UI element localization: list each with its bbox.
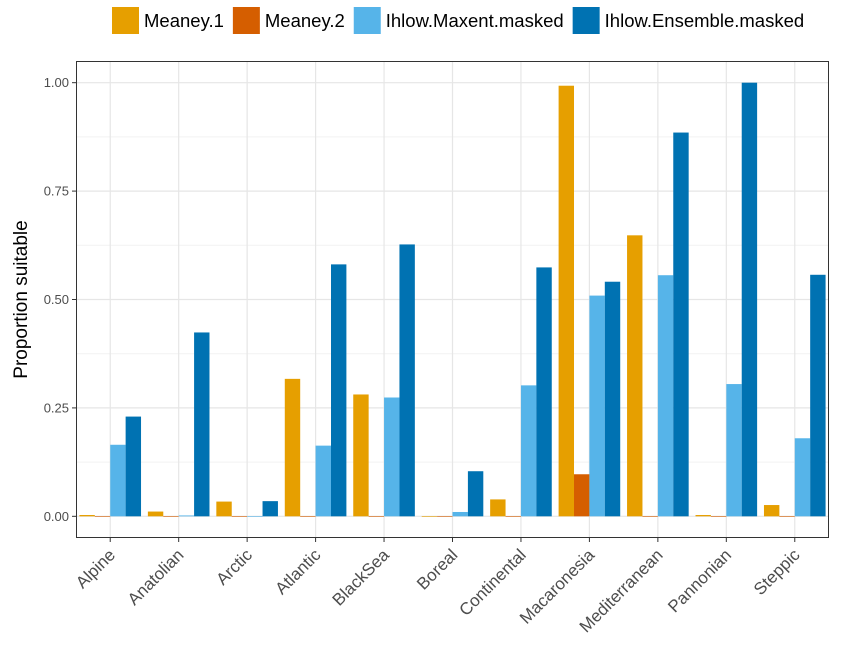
bar [604, 281, 621, 517]
bar [779, 516, 795, 517]
bar [452, 511, 468, 517]
legend: Meaney.1 Meaney.2 Ihlow.Maxent.masked Ihlow… [112, 7, 804, 34]
bar [558, 85, 575, 517]
y-tick-label: 0.50 [44, 292, 69, 307]
bar [657, 275, 674, 517]
plot-border [76, 61, 829, 538]
bar [300, 516, 316, 517]
bar [421, 516, 438, 517]
x-tick-label: BlackSea [329, 545, 394, 610]
x-tick-label: Continental [456, 545, 530, 619]
bar [710, 516, 727, 517]
bar [741, 82, 758, 517]
bar [763, 505, 780, 517]
bar [437, 516, 453, 517]
bar [642, 516, 658, 517]
bar [315, 445, 331, 517]
bar [94, 516, 111, 517]
bar [695, 515, 711, 517]
x-tick-label: Anatolian [124, 545, 188, 609]
bar [574, 474, 590, 517]
bar [163, 516, 179, 517]
y-tick-label: 1.00 [44, 75, 69, 90]
plot-area [76, 61, 829, 538]
bar [399, 244, 415, 517]
bar [216, 501, 232, 517]
bar [194, 332, 210, 517]
bar [353, 394, 369, 517]
bar [330, 264, 347, 517]
bar [231, 516, 248, 517]
x-tick-label: Steppic [750, 545, 804, 599]
legend-label: Ihlow.Maxent.masked [386, 10, 564, 31]
bar [810, 274, 826, 517]
bar [262, 501, 278, 517]
x-tick-label: Alpine [72, 545, 119, 592]
bar [794, 438, 811, 517]
x-tick-label: Pannonian [664, 545, 735, 616]
x-tick-label: Boreal [413, 545, 461, 593]
bar [147, 511, 164, 517]
bar [589, 295, 605, 517]
bar [247, 516, 263, 517]
bar [467, 471, 484, 517]
bar [627, 235, 643, 517]
y-tick-label: 0.75 [44, 184, 69, 199]
y-axis: 0.00 0.25 0.50 0.75 1.00 [44, 75, 76, 524]
x-tick-label: Atlantic [272, 545, 325, 598]
bar [79, 515, 95, 517]
bars [79, 82, 826, 517]
bar [125, 416, 142, 517]
bar [284, 378, 301, 517]
y-tick-label: 0.25 [44, 400, 69, 415]
legend-swatch [112, 7, 139, 34]
bar [726, 384, 742, 517]
bar [536, 267, 552, 517]
bar [673, 132, 689, 517]
bar [110, 444, 126, 517]
bar [368, 516, 385, 517]
bar [505, 516, 521, 517]
legend-swatch [232, 7, 260, 34]
legend-swatch [353, 7, 381, 34]
bar [384, 397, 400, 517]
x-axis: Alpine Anatolian Arctic Atlantic BlackSea Bor… [72, 538, 804, 636]
y-tick-label: 0.00 [44, 509, 69, 524]
bar [490, 499, 506, 517]
legend-label: Ihlow.Ensemble.masked [605, 10, 805, 31]
bar [178, 515, 195, 517]
legend-swatch [572, 7, 600, 34]
bar [520, 385, 537, 517]
y-axis-title: Proportion suitable [11, 220, 32, 378]
legend-label: Meaney.2 [265, 10, 345, 31]
legend-label: Meaney.1 [144, 10, 224, 31]
x-tick-label: Arctic [212, 545, 256, 589]
